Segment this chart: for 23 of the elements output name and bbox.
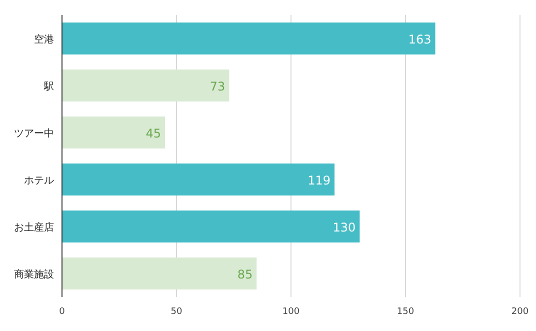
x-tick-label: 200: [511, 307, 529, 317]
x-tick-label: 0: [59, 307, 66, 317]
y-tick-label: ツアー中: [14, 128, 54, 140]
bar: [62, 116, 166, 148]
bar: [62, 210, 360, 242]
y-tick-label: ホテル: [24, 176, 54, 186]
x-tick-label: 100: [282, 307, 300, 317]
data-label: 45: [146, 126, 162, 140]
data-label: 85: [237, 268, 253, 282]
x-tick-label: 150: [396, 307, 414, 317]
y-tick-label: 空港: [34, 34, 54, 46]
y-tick-label: 駅: [43, 82, 54, 92]
x-tick-label: 50: [170, 307, 182, 317]
bar: [62, 22, 436, 54]
bar: [62, 164, 335, 196]
y-tick-label: お土産店: [14, 222, 54, 234]
bar: [62, 70, 230, 102]
data-label: 73: [210, 80, 226, 94]
data-label: 163: [408, 32, 432, 46]
bar: [62, 258, 257, 290]
data-label: 119: [308, 174, 331, 188]
y-tick-label: 商業施設: [14, 268, 54, 280]
data-label: 130: [332, 220, 356, 234]
